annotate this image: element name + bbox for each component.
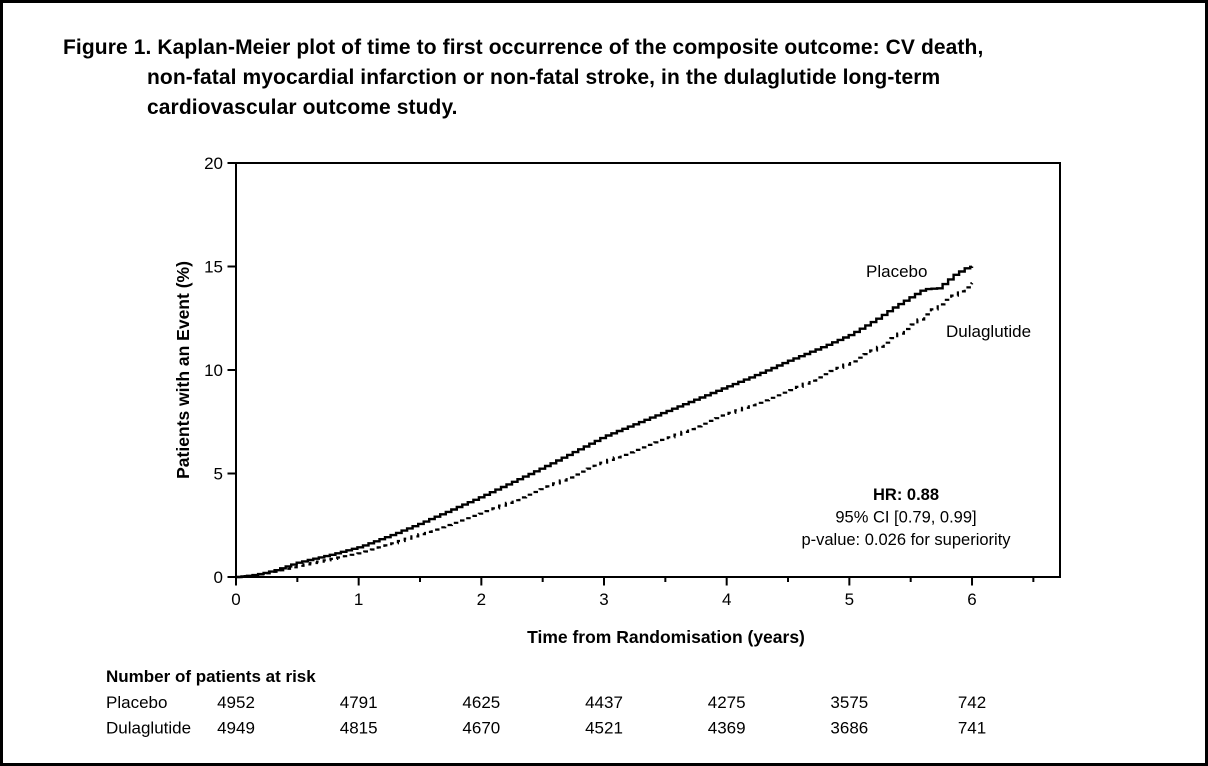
- annotation-line: p-value: 0.026 for superiority: [801, 531, 1011, 549]
- risk-count: 4521: [585, 719, 623, 738]
- risk-count: 4369: [708, 719, 746, 738]
- risk-count: 4275: [708, 693, 746, 712]
- x-tick-label: 0: [231, 590, 240, 609]
- risk-count: 3575: [830, 693, 868, 712]
- dulaglutide-curve: [236, 282, 974, 579]
- placebo-curve: [236, 265, 974, 579]
- risk-count: 4791: [340, 693, 378, 712]
- y-tick-label: 10: [204, 361, 223, 380]
- risk-count: 4437: [585, 693, 623, 712]
- risk-count: 4625: [462, 693, 500, 712]
- figure-title-text: Kaplan-Meier plot of time to first occur…: [147, 36, 984, 119]
- x-tick-label: 2: [477, 590, 486, 609]
- x-axis-title: Time from Randomisation (years): [527, 627, 805, 647]
- risk-count: 4949: [217, 719, 255, 738]
- x-tick-label: 4: [722, 590, 731, 609]
- x-tick-label: 1: [354, 590, 363, 609]
- y-axis-title: Patients with an Event (%): [173, 261, 193, 479]
- annotation-line: HR: 0.88: [873, 486, 939, 504]
- x-tick-label: 3: [599, 590, 608, 609]
- x-tick-label: 5: [845, 590, 854, 609]
- y-tick-label: 5: [214, 465, 223, 484]
- risk-count: 742: [958, 693, 986, 712]
- series-label-placebo: Placebo: [866, 262, 927, 281]
- series-label-dulaglutide: Dulaglutide: [946, 322, 1031, 341]
- y-tick-label: 0: [214, 568, 223, 587]
- figure-title: Figure 1. Kaplan-Meier plot of time to f…: [63, 33, 1208, 123]
- risk-row-label: Dulaglutide: [106, 719, 191, 738]
- risk-row-label: Placebo: [106, 693, 167, 712]
- risk-count: 741: [958, 719, 986, 738]
- y-tick-label: 20: [204, 154, 223, 173]
- y-tick-label: 15: [204, 258, 223, 277]
- risk-table-title: Number of patients at risk: [106, 667, 316, 686]
- risk-count: 3686: [830, 719, 868, 738]
- x-tick-label: 6: [967, 590, 976, 609]
- annotation-line: 95% CI [0.79, 0.99]: [835, 509, 976, 527]
- risk-count: 4952: [217, 693, 255, 712]
- figure-label: Figure 1.: [63, 36, 152, 59]
- risk-count: 4815: [340, 719, 378, 738]
- risk-count: 4670: [462, 719, 500, 738]
